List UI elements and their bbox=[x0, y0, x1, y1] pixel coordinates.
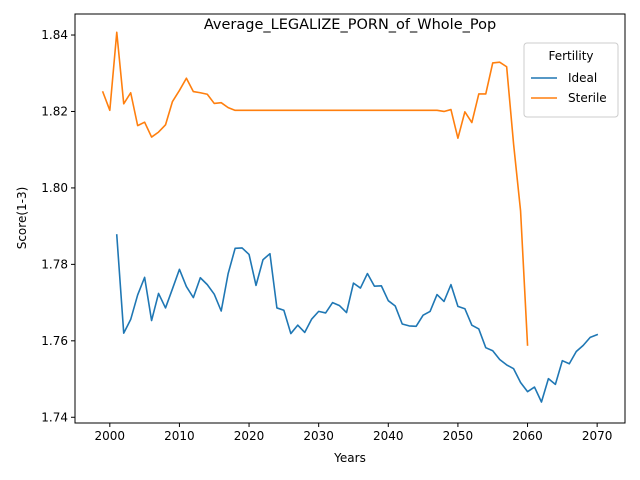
y-tick-label: 1.80 bbox=[41, 181, 68, 195]
legend-label-sterile: Sterile bbox=[568, 91, 607, 105]
legend: Fertility Ideal Sterile bbox=[523, 42, 619, 118]
legend-title: Fertility bbox=[548, 49, 593, 63]
plot-area bbox=[74, 13, 626, 424]
y-axis: 1.74 1.76 1.78 1.80 1.82 1.84 bbox=[41, 28, 75, 424]
series-line-sterile bbox=[101, 31, 529, 346]
x-tick-label: 2000 bbox=[95, 429, 126, 443]
x-tick-label: 2020 bbox=[234, 429, 265, 443]
y-tick-label: 1.76 bbox=[41, 334, 68, 348]
x-tick-label: 2030 bbox=[303, 429, 334, 443]
y-tick-label: 1.78 bbox=[41, 257, 68, 271]
y-tick-label: 1.84 bbox=[41, 28, 68, 42]
x-tick-label: 2040 bbox=[373, 429, 404, 443]
plot-frame bbox=[74, 13, 626, 424]
y-axis-label: Score(1-3) bbox=[15, 187, 29, 250]
y-tick-label: 1.74 bbox=[41, 410, 68, 424]
x-tick-label: 2010 bbox=[164, 429, 195, 443]
series-layer bbox=[101, 31, 599, 403]
legend-label-ideal: Ideal bbox=[568, 71, 597, 85]
x-tick-label: 2070 bbox=[582, 429, 613, 443]
series-line-ideal bbox=[115, 234, 599, 403]
chart-title: Average_LEGALIZE_PORN_of_Whole_Pop bbox=[204, 17, 496, 33]
y-tick-label: 1.82 bbox=[41, 104, 68, 118]
x-axis-label: Years bbox=[333, 451, 366, 465]
x-tick-label: 2060 bbox=[512, 429, 543, 443]
x-tick-label: 2050 bbox=[443, 429, 474, 443]
x-axis: 2000 2010 2020 2030 2040 2050 2060 2070 bbox=[95, 423, 613, 443]
